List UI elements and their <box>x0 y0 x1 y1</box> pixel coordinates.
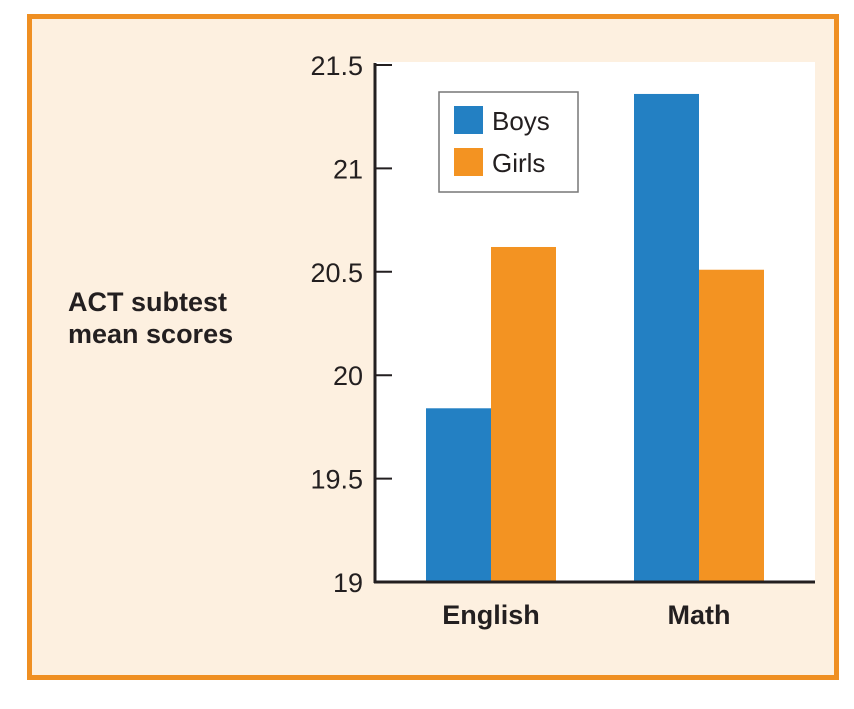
y-tick-label: 19 <box>333 568 363 598</box>
y-tick-label: 20 <box>333 361 363 391</box>
y-tick-label: 19.5 <box>310 465 363 495</box>
y-tick-label: 20.5 <box>310 258 363 288</box>
legend-swatch-boys <box>454 106 483 134</box>
legend-label-girls: Girls <box>492 148 545 178</box>
bar-girls-english <box>491 246 556 582</box>
x-tick-label: Math <box>668 600 731 630</box>
legend-label-boys: Boys <box>492 106 550 136</box>
y-tick-label: 21 <box>333 154 363 184</box>
y-tick-label: 21.5 <box>310 51 363 81</box>
bar-boys-english <box>426 408 491 582</box>
bar-girls-math <box>699 269 764 582</box>
bar-boys-math <box>634 93 699 583</box>
x-tick-label: English <box>442 600 540 630</box>
y-axis-label: ACT subtest mean scores <box>68 287 234 349</box>
legend-swatch-girls <box>454 148 483 176</box>
